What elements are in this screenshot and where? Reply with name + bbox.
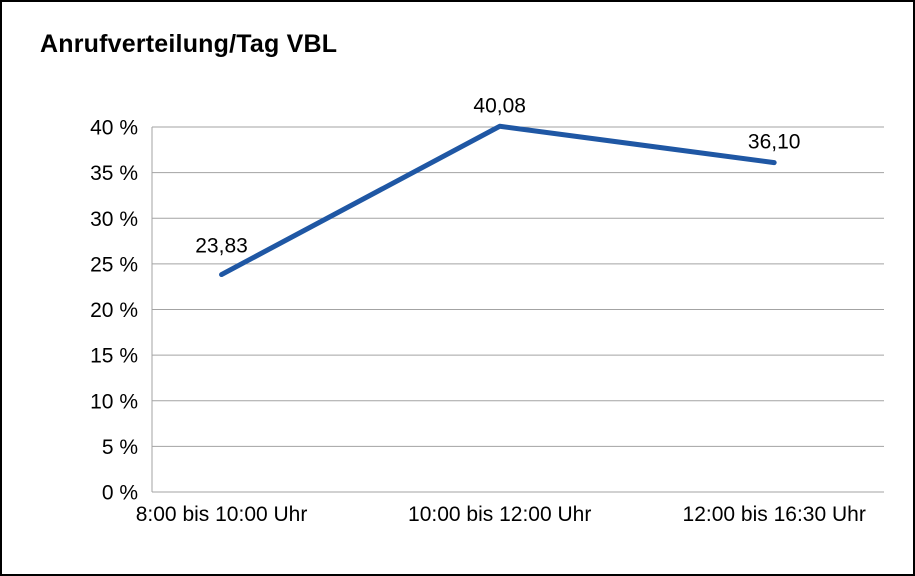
- y-axis-tick-label: 5 %: [102, 436, 138, 459]
- y-axis-tick-label: 20 %: [90, 299, 138, 322]
- chart-title: Anrufverteilung/Tag VBL: [40, 30, 338, 58]
- data-point-label: 23,83: [195, 235, 248, 258]
- y-axis-tick-label: 0 %: [102, 482, 138, 505]
- data-point-label: 40,08: [473, 94, 526, 117]
- y-axis-tick-label: 40 %: [90, 117, 138, 140]
- y-axis-tick-label: 15 %: [90, 345, 138, 368]
- y-axis-tick-label: 10 %: [90, 390, 138, 413]
- y-axis-tick-label: 30 %: [90, 208, 138, 231]
- data-series-line: [219, 123, 777, 278]
- x-axis-category-label: 12:00 bis 16:30 Uhr: [683, 503, 866, 526]
- data-point-label: 36,10: [748, 131, 801, 154]
- y-axis-tick-label: 25 %: [90, 253, 138, 276]
- y-axis-tick-label: 35 %: [90, 162, 138, 185]
- x-axis-category-label: 8:00 bis 10:00 Uhr: [136, 503, 308, 526]
- x-axis-category-label: 10:00 bis 12:00 Uhr: [408, 503, 591, 526]
